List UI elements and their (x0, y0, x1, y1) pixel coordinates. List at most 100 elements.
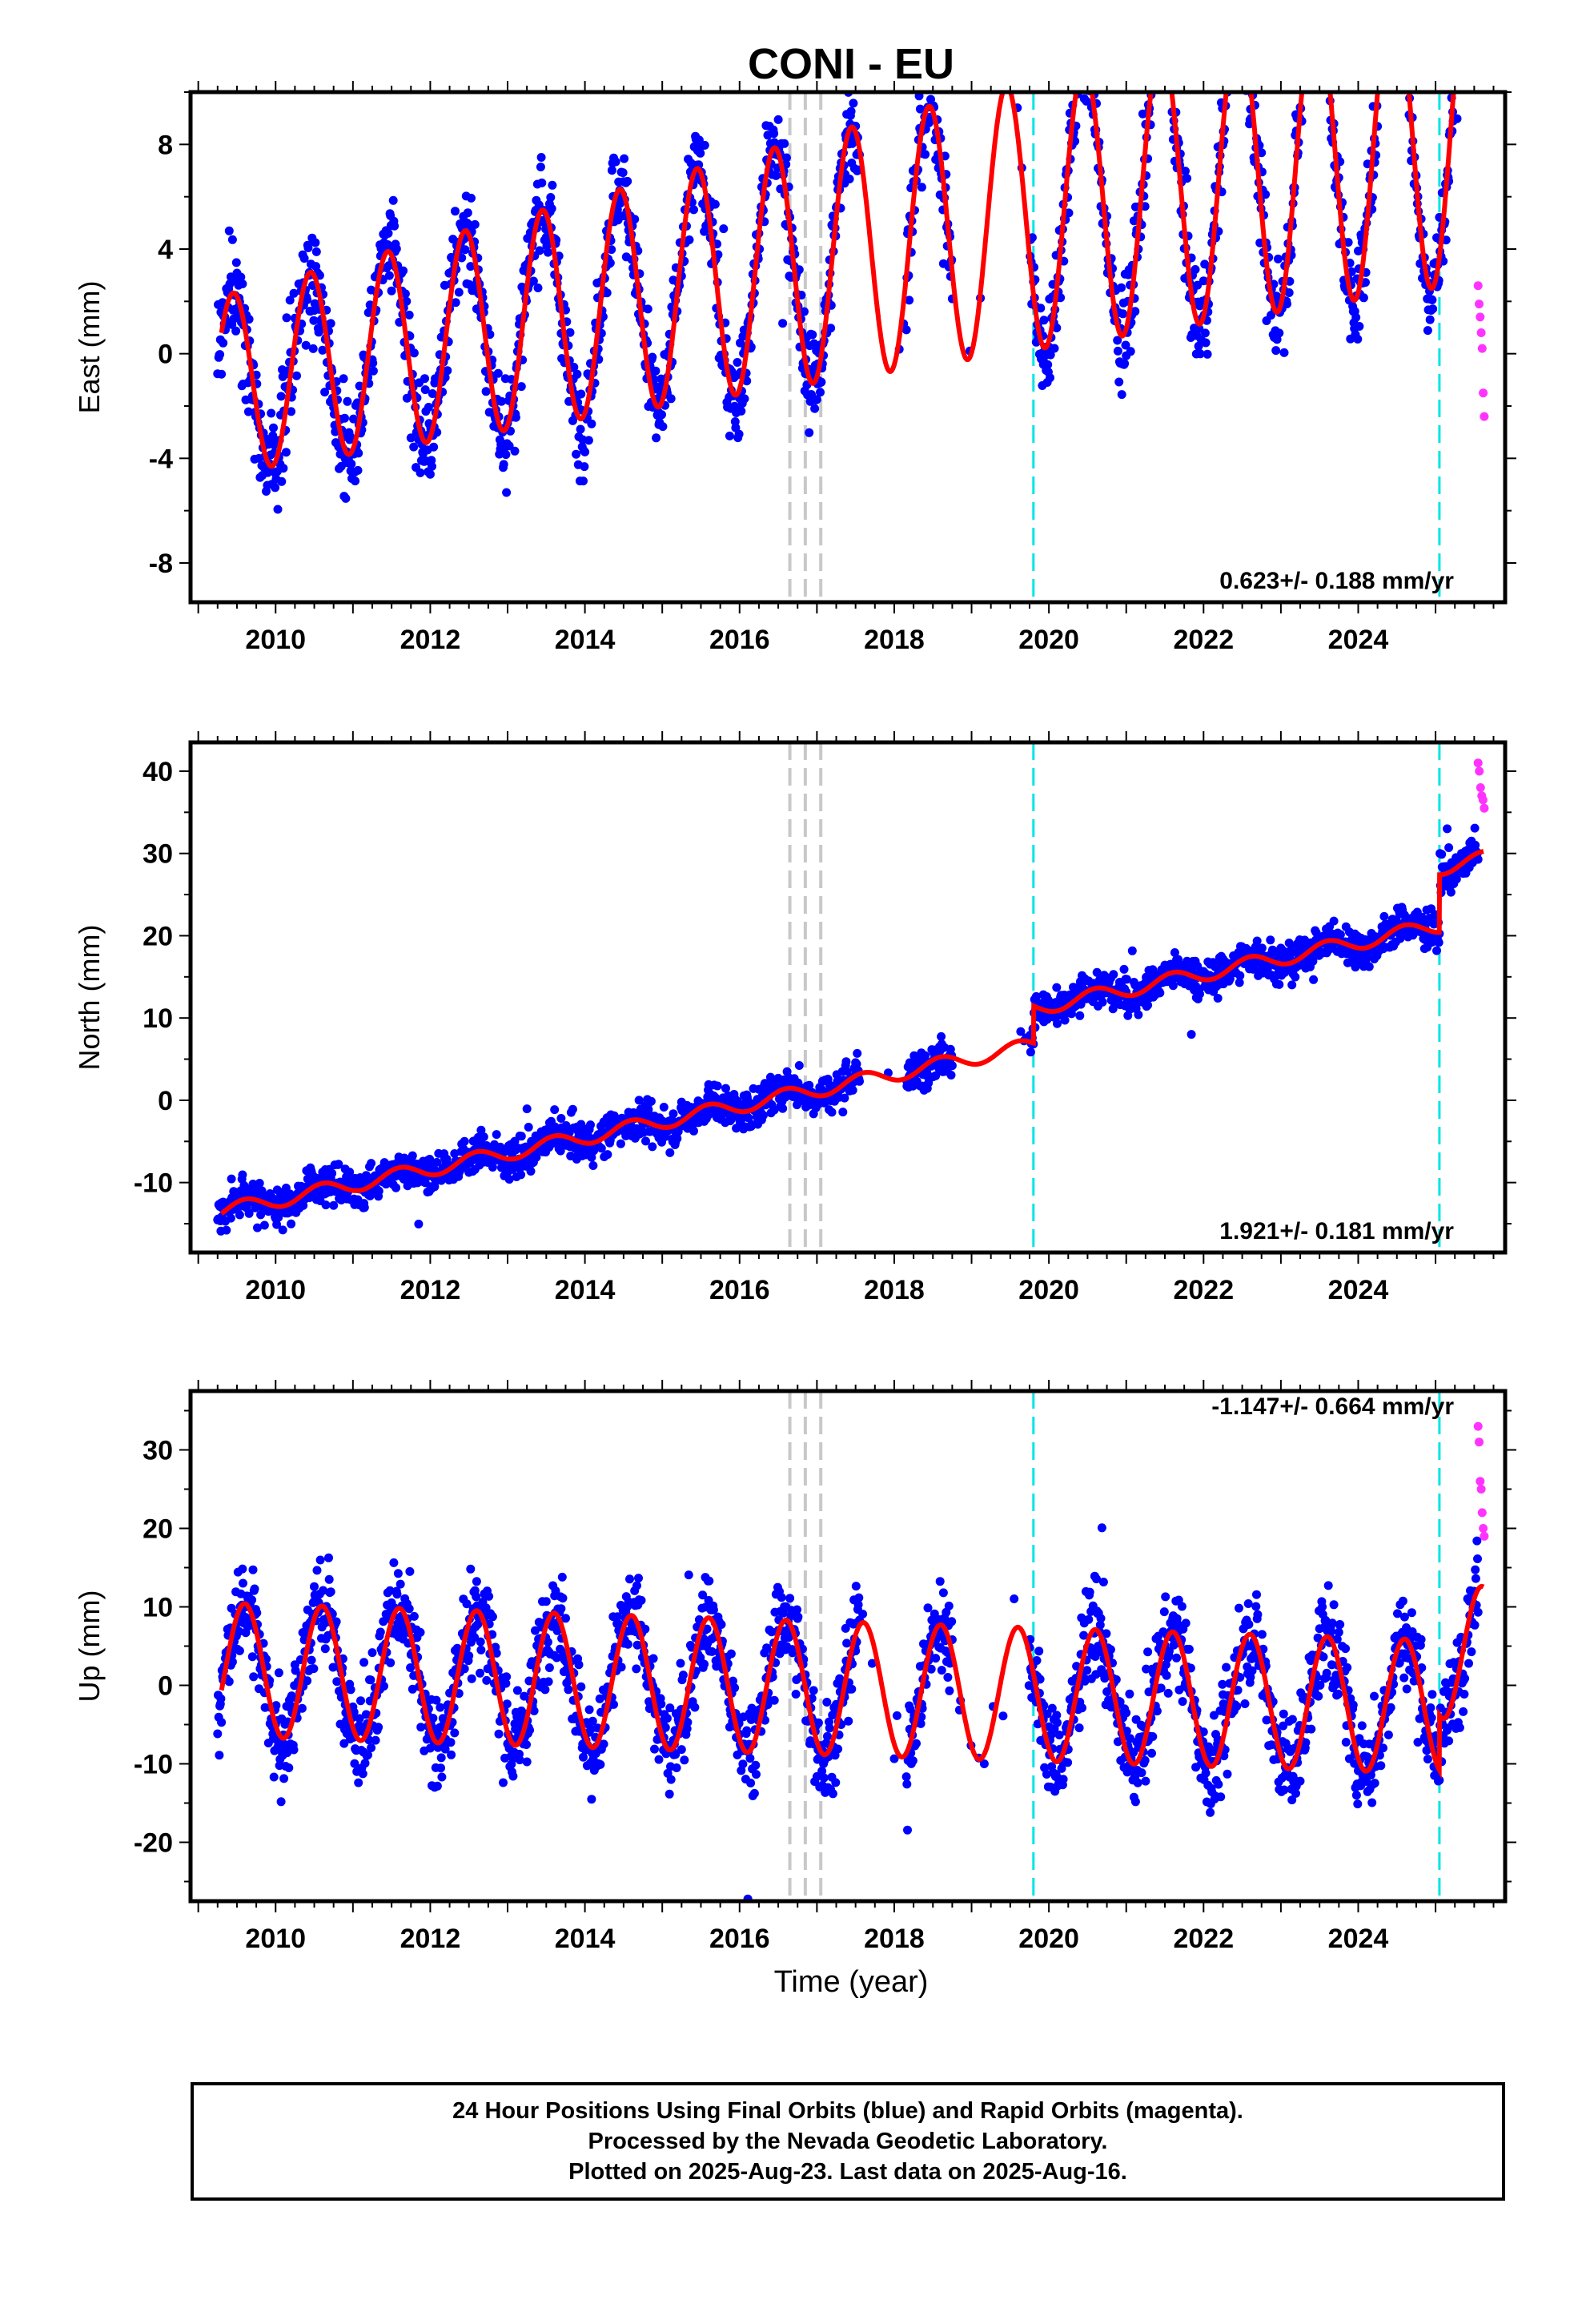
final-orbit-point (1241, 52, 1250, 61)
final-orbit-point (921, 150, 930, 159)
final-orbit-point (1320, 34, 1329, 43)
final-orbit-point (1147, 59, 1156, 68)
rapid-orbit-point (1478, 795, 1488, 805)
final-orbit-point (588, 1161, 598, 1170)
final-orbit-point (326, 1587, 335, 1597)
final-orbit-point (343, 396, 352, 406)
final-orbit-point (1228, 39, 1237, 48)
final-orbit-point (274, 1668, 283, 1678)
final-orbit-point (914, 92, 924, 101)
final-orbit-point (611, 157, 620, 167)
final-orbit-point (1378, 34, 1387, 42)
final-orbit-point (1451, 65, 1460, 74)
final-orbit-point (1154, 22, 1163, 31)
final-orbit-point (510, 446, 520, 456)
final-orbit-point (579, 476, 588, 486)
final-orbit-point (476, 1637, 485, 1647)
final-orbit-point (1052, 983, 1062, 992)
final-orbit-point (652, 433, 661, 443)
final-orbit-point (721, 1084, 730, 1093)
final-orbit-point (917, 183, 926, 192)
final-orbit-point (769, 129, 779, 139)
final-orbit-point (467, 193, 476, 203)
final-orbit-point (1237, 18, 1246, 26)
final-orbit-point (778, 319, 788, 328)
final-orbit-point (1161, 44, 1170, 53)
final-orbit-point (238, 279, 247, 288)
rapid-orbit-point (1475, 766, 1484, 776)
final-orbit-point (607, 166, 616, 175)
final-orbit-point (353, 465, 363, 475)
final-orbit-point (616, 1139, 625, 1148)
final-orbit-point (248, 1565, 258, 1574)
final-orbit-point (584, 436, 593, 445)
rapid-orbit-point (1477, 344, 1487, 353)
final-orbit-point (1305, 8, 1314, 17)
final-orbit-point (1230, 15, 1239, 24)
final-orbit-point (1203, 349, 1212, 359)
final-orbit-point (388, 195, 398, 205)
final-orbit-point (1225, 66, 1234, 75)
final-orbit-point (740, 394, 749, 404)
chart-title: CONI - EU (748, 40, 954, 88)
final-orbit-point (227, 235, 237, 244)
final-orbit-point (219, 338, 228, 348)
final-orbit-point (1450, 62, 1459, 70)
final-orbit-point (1427, 296, 1437, 304)
final-orbit-point (838, 1108, 848, 1117)
final-orbit-point (1052, 324, 1062, 332)
final-orbit-point (247, 1652, 257, 1662)
final-orbit-point (1221, 54, 1230, 63)
rate-label: 0.623+/- 0.188 mm/yr (1219, 568, 1454, 594)
final-orbit-point (1301, 82, 1310, 91)
final-orbit-point (1321, 45, 1330, 54)
final-orbit-point (1457, 10, 1466, 19)
final-orbit-point (488, 1163, 497, 1172)
final-orbit-point (1395, 22, 1404, 30)
final-orbit-point (1379, 0, 1388, 2)
final-orbit-point (320, 388, 330, 397)
final-orbit-point (1252, 936, 1262, 946)
final-orbit-point (1355, 322, 1364, 331)
final-orbit-point (1396, 21, 1405, 30)
final-orbit-point (1233, 18, 1242, 27)
final-orbit-point (282, 313, 291, 323)
final-orbit-point (1287, 980, 1297, 990)
final-orbit-point (1227, 56, 1235, 65)
final-orbit-point (481, 387, 491, 396)
final-orbit-point (1302, 52, 1311, 61)
final-orbit-point (1053, 1019, 1062, 1028)
final-orbit-point (1064, 208, 1074, 218)
final-orbit-point (1451, 72, 1460, 81)
final-orbit-point (447, 1750, 456, 1759)
final-orbit-point (1452, 875, 1461, 884)
final-orbit-point (215, 350, 225, 360)
final-orbit-point (416, 468, 425, 477)
final-orbit-point (396, 1579, 405, 1589)
final-orbit-point (236, 272, 246, 282)
final-orbit-point (569, 363, 579, 372)
final-orbit-point (648, 352, 657, 362)
final-orbit-point (1305, 21, 1314, 30)
final-orbit-point (1323, 52, 1331, 61)
final-orbit-point (1078, 46, 1087, 54)
final-orbit-point (1239, 28, 1248, 37)
final-orbit-point (516, 382, 526, 392)
final-orbit-points (213, 823, 1483, 1236)
final-orbit-point (1152, 62, 1161, 70)
final-orbit-point (1074, 77, 1082, 86)
final-orbit-point (345, 432, 355, 441)
y-tick-label: 30 (143, 839, 173, 870)
final-orbit-point (420, 385, 430, 395)
final-orbit-point (1166, 66, 1174, 74)
final-orbit-point (1026, 1047, 1035, 1057)
final-orbit-point (371, 1735, 380, 1745)
final-orbit-point (665, 1148, 675, 1157)
x-tick-label: 2020 (1018, 625, 1079, 655)
final-orbit-point (576, 389, 586, 399)
final-orbit-point (287, 1219, 296, 1228)
final-orbit-point (1072, 49, 1081, 58)
final-orbit-point (326, 319, 335, 328)
x-tick-label: 2016 (709, 625, 770, 655)
final-orbit-point (576, 424, 585, 434)
